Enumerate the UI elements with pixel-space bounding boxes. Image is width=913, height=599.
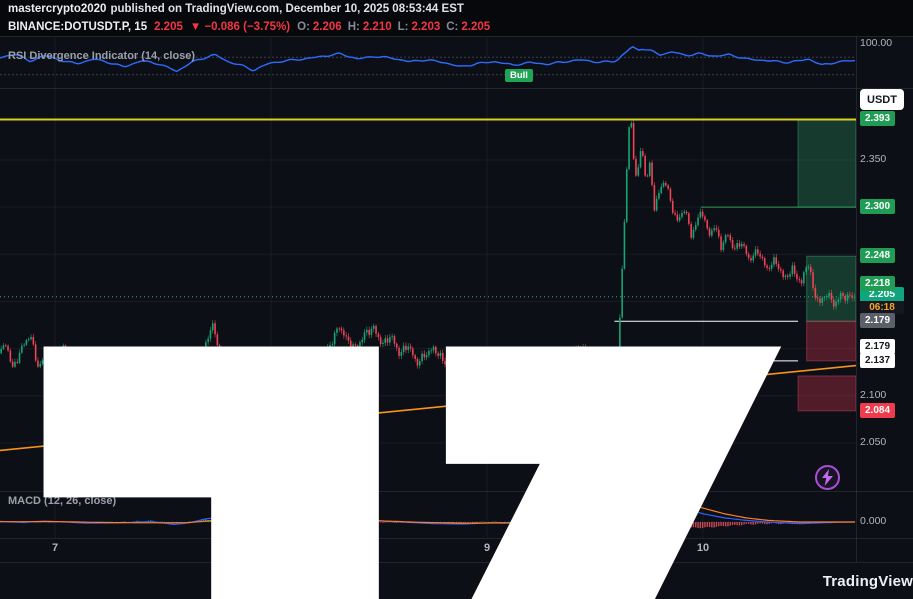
ohlc-values: O: 2.206 H: 2.210 L: 2.203 C: 2.205 [297,21,493,33]
ohlc-value: 2.210 [362,21,392,33]
tradingview-logo-icon[interactable] [10,313,815,599]
price-scale-label: 2.350 [860,153,887,165]
currency-toggle-button[interactable]: USDT [860,89,904,110]
price-scale-label: 2.179 [860,313,896,329]
ohlc-key: L: [397,21,409,33]
macd-indicator-label[interactable]: MACD (12, 26, close) [8,495,117,507]
price-change: ▼ −0.086 (−3.75%) [189,21,291,33]
last-price-text: 2.205 [154,21,183,33]
price-scale-label: 100.00 [860,37,893,49]
price-scale-label: 2.300 [860,199,896,215]
tradingview-brand[interactable]: TradingView [822,572,913,590]
publish-info: published on TradingView.com, December 1… [110,3,464,15]
price-scale-label: 2.179 [860,339,896,355]
price-scale[interactable]: 2.205 06:18 100.00 2.393 2.350 2.300 2.248 2.… [857,0,913,599]
time-axis-tick: 9 [483,542,491,554]
time-axis-tick: 7 [51,542,59,554]
symbol-bar: BINANCE:DOTUSDT.P, 15 2.205 ▼ −0.086 (−3… [0,18,913,36]
price-scale-label: 2.100 [860,388,887,401]
price-scale-label: 2.218 [860,276,896,292]
ohlc-value: 2.205 [461,21,491,33]
price-scale-label: 2.084 [860,402,896,418]
symbol-name: BINANCE:DOTUSDT.P, 15 [8,21,148,33]
footer-bar: TradingView [0,346,913,599]
rsi-bull-tag: Bull [504,68,533,82]
ohlc-value: 2.203 [411,21,441,33]
price-scale-label: 2.050 [860,435,887,448]
price-scale-label: 2.137 [860,352,896,368]
publish-bar: mastercrypto2020 published on TradingVie… [0,0,913,18]
price-scale-label: 2.393 [860,111,896,127]
rsi-indicator-label[interactable]: RSI Divergence Indicator (14, close) [8,50,196,62]
ohlc-key: C: [446,21,459,33]
bar-countdown: 06:18 [860,300,904,314]
price-scale-label: 2.248 [860,248,896,264]
ohlc-key: H: [347,21,360,33]
time-axis-tick: 10 [696,542,710,554]
ohlc-key: O: [297,21,310,33]
author-name: mastercrypto2020 [8,3,107,15]
price-scale-label: 0.000 [860,515,887,527]
boost-button[interactable] [815,465,840,490]
ohlc-value: 2.206 [312,21,342,33]
lightning-icon [822,469,833,486]
